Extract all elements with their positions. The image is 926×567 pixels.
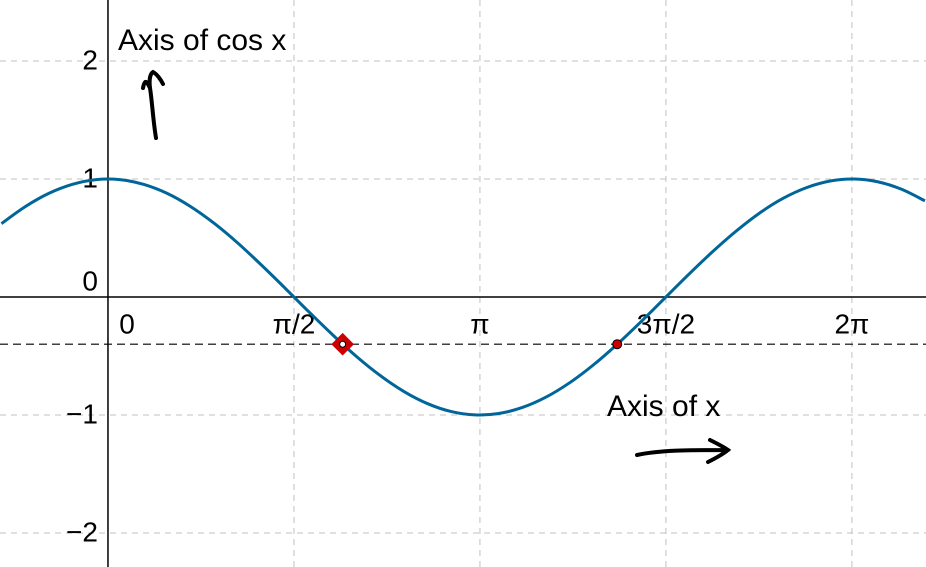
y-tick-label: −2 [66,516,98,547]
y-axis-annotation: Axis of cos x [118,24,286,57]
x-tick-label: 0 [119,308,135,339]
x-axis-arrow [635,438,732,464]
x-tick-label: π [470,308,489,339]
y-axis-arrow [141,69,165,140]
x-axis-annotation: Axis of x [607,390,720,423]
x-tick-label: 3π/2 [637,308,695,339]
y-tick-label: −1 [66,398,98,429]
y-tick-label: 1 [82,162,98,193]
y-tick-label: 2 [82,44,98,75]
cos-curve [0,177,926,417]
x-tick-label: π/2 [273,308,316,339]
point-center [339,340,347,348]
y-tick-label: 0 [82,265,98,296]
point-marker [612,339,623,350]
x-tick-label: 2π [834,308,869,339]
